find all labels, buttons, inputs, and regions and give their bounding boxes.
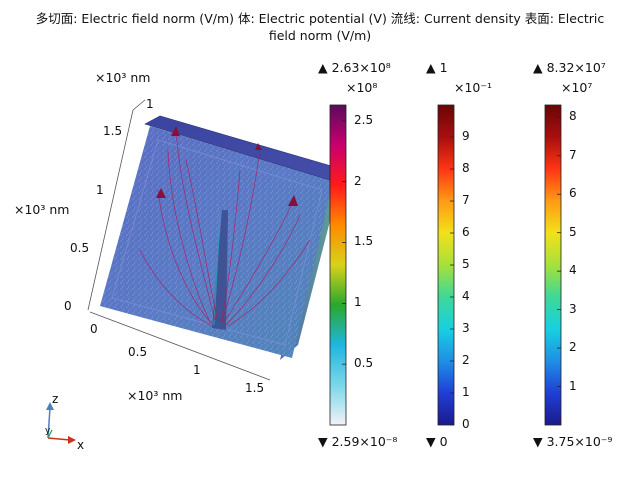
triad-z-arrow [47, 407, 51, 439]
plot-title-line2: field norm (V/m) [268, 28, 372, 43]
z-axis-line [87, 109, 134, 311]
colorbar-max-label: ▲ 2.63×10⁸ [318, 60, 391, 75]
z-axis-unit: ×10³ nm [95, 70, 151, 85]
colorbar-tick-label: 5 [462, 257, 470, 271]
colorbar-min-value: 2.59×10⁻⁸ [331, 434, 398, 449]
streamline-arrows [156, 126, 298, 206]
colorbar-max-label: ▲ 8.32×10⁷ [533, 60, 606, 75]
z-tick-top: 1 [146, 97, 154, 111]
colorbar-electric-field-norm-surface [544, 104, 562, 426]
colorbar-tick-label: 6 [569, 186, 577, 201]
colorbar-max-value: 1 [439, 60, 448, 75]
colorbar-max-label: ▲ 1 [426, 60, 448, 75]
colorbar-min-label: ▼ 0 [426, 434, 448, 449]
x-tick-0.5: 0.5 [128, 345, 148, 359]
volume-inner-frame [111, 139, 323, 346]
x-axis-line [89, 311, 271, 381]
x-axis-unit: ×10³ nm [127, 388, 183, 403]
triad-x-arrow [47, 437, 71, 441]
colorbar-max-value: 2.63×10⁸ [331, 60, 391, 75]
axis-box [87, 99, 271, 381]
triad-y-label: y [45, 426, 51, 436]
colorbar-tick-label: 7 [462, 193, 470, 207]
colorbar-max-value: 8.32×10⁷ [546, 60, 606, 75]
colorbar-tick-label: 6 [462, 225, 470, 239]
colorbar-tick-label: 1.5 [354, 234, 374, 249]
triad-y-arrow [47, 429, 53, 439]
colorbar-exponent-label: ×10⁷ [561, 80, 593, 95]
y-tick-1: 1 [96, 183, 104, 197]
colorbar-electric-field-norm-slice [329, 104, 347, 426]
x-tick-1.5: 1.5 [245, 381, 265, 395]
colorbar-tick-label: 8 [569, 109, 577, 124]
colorbar-tick-label: 0.5 [354, 356, 374, 371]
colorbar-tick-label: 1 [354, 295, 362, 310]
colorbar-exponent-label: ×10⁻¹ [454, 80, 492, 95]
colorbar-min-label: ▼ 2.59×10⁻⁸ [318, 434, 398, 449]
axis-triad [46, 402, 76, 444]
colorbar-tick-label: 2 [462, 353, 470, 367]
x-tick-0: 0 [90, 322, 98, 336]
colorbar-tick-label: 9 [462, 129, 470, 143]
colorbar-min-label: ▼ 3.75×10⁻⁹ [533, 434, 613, 449]
plot-title: 多切面: Electric field norm (V/m) 体: Electr… [20, 10, 620, 44]
colorbar-tick-label: 2 [354, 173, 362, 188]
colorbar-exponent-label: ×10⁸ [346, 80, 378, 95]
current-density-streamlines [139, 129, 311, 327]
triad-z-label: z [52, 392, 59, 406]
colorbar-tick-label: 2.5 [354, 112, 374, 127]
y-axis-unit: ×10³ nm [14, 202, 70, 217]
colorbar-tick-label: 4 [462, 289, 470, 303]
colorbar-tick-label: 1 [462, 385, 470, 399]
colorbar-tick-label: 3 [569, 301, 577, 316]
colorbar-min-value: 0 [439, 434, 448, 449]
colorbar-tick-label: 4 [569, 263, 577, 278]
colorbar-tick-label: 2 [569, 340, 577, 355]
triad-x-label: x [77, 438, 85, 452]
colorbar-tick-label: 5 [569, 224, 577, 239]
colorbars [329, 104, 562, 426]
y-tick-1.5: 1.5 [103, 124, 123, 138]
colorbar-tick-label: 3 [462, 321, 470, 335]
y-tick-0: 0 [64, 299, 72, 313]
electrode-spike [212, 210, 228, 330]
colorbar-tick-label: 7 [569, 147, 577, 162]
x-tick-1: 1 [193, 363, 201, 377]
y-tick-0.5: 0.5 [70, 241, 90, 255]
colorbar-min-value: 3.75×10⁻⁹ [546, 434, 613, 449]
plot-title-line1: 多切面: Electric field norm (V/m) 体: Electr… [35, 11, 605, 26]
volume-speckle [100, 126, 333, 358]
colorbar-tick-label: 0 [462, 417, 470, 431]
colorbar-tick-label: 8 [462, 161, 470, 175]
colorbar-tick-label: 1 [569, 378, 577, 393]
